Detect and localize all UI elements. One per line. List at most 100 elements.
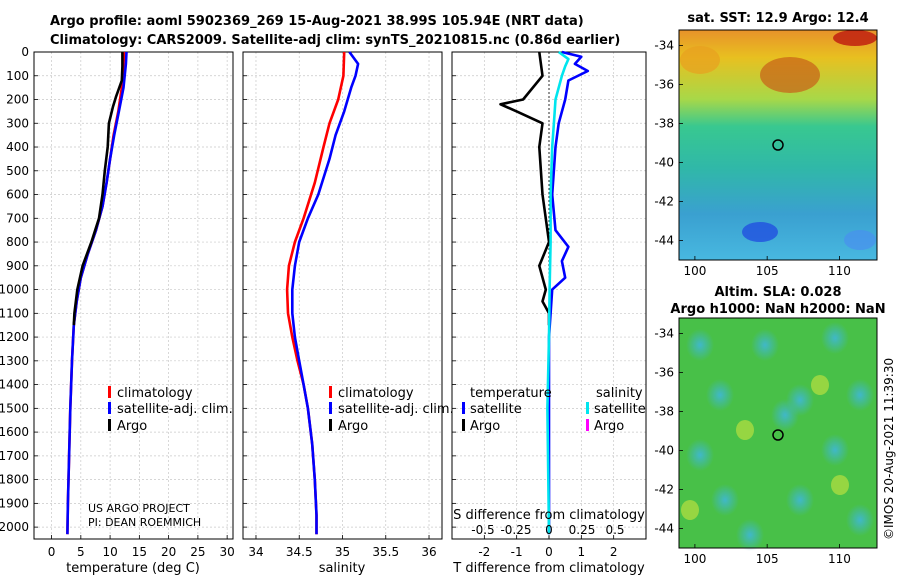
map-x-tick-label: 105 [756, 264, 779, 278]
x-tick-label: 15 [132, 545, 147, 559]
sst-warm-patch [760, 57, 820, 93]
legend-label-satellite: satellite-adj. clim. [338, 402, 454, 417]
legend-swatch-argo [329, 419, 332, 431]
legend-swatch-t-argo [462, 419, 465, 431]
legend-header-temperature: temperature [470, 386, 552, 401]
sla-eddy [751, 329, 779, 361]
map-y-tick-label: -44 [654, 522, 674, 536]
map-y-tick-label: -36 [654, 366, 674, 380]
legend-label-argo: Argo [117, 419, 147, 434]
legend-label-climatology: climatology [117, 386, 193, 401]
depth-tick-label: 800 [6, 235, 29, 249]
map-y-tick-label: -40 [654, 444, 674, 458]
sst-cold-patch [844, 230, 876, 250]
pi-label: PI: DEAN ROEMMICH [88, 516, 201, 529]
sla-eddy [706, 379, 734, 411]
sst-map-title: sat. SST: 12.9 Argo: 12.4 [687, 11, 868, 26]
x-tick-label: 34 [248, 545, 263, 559]
figure-title-line2: Climatology: CARS2009. Satellite-adj cli… [50, 33, 621, 48]
sla-eddy [736, 519, 764, 551]
project-label: US ARGO PROJECT [88, 502, 190, 515]
legend-header-salinity: salinity [596, 386, 643, 401]
series-line-s-satellite [546, 50, 570, 535]
x-tick-label: 1 [578, 545, 586, 559]
map-y-tick-label: -36 [654, 78, 674, 92]
credit-label: ©IMOS 20-Aug-2021 11:39:30 [882, 358, 896, 540]
depth-tick-label: 1200 [0, 330, 29, 344]
sla-eddy [771, 399, 799, 431]
difference-s-ticklabels: -0.5 -0.25 0 0.25 0.5 [471, 523, 624, 537]
depth-tick-label: 200 [6, 93, 29, 107]
x-tick-label: 20 [161, 545, 176, 559]
legend-label-argo: Argo [338, 419, 368, 434]
sla-eddy [821, 434, 849, 466]
legend-label-satellite: satellite-adj. clim. [117, 402, 233, 417]
x-tick-label: 0 [48, 545, 56, 559]
x-tick-label: 35.5 [372, 545, 399, 559]
series-line-satellite-adj-clim [290, 51, 360, 535]
sla-argo-marker [772, 429, 784, 441]
depth-tick-label: 500 [6, 164, 29, 178]
sla-eddy [846, 379, 874, 411]
map-y-tick-label: -38 [654, 405, 674, 419]
sla-eddy [711, 484, 739, 516]
s-tick-label: -0.5 [471, 523, 494, 537]
temperature-panel: 0100200300400500600700800900100011001200… [0, 45, 235, 576]
legend-swatch-satellite [108, 402, 111, 414]
x-tick-label: 10 [102, 545, 117, 559]
depth-tick-label: 2000 [0, 520, 29, 534]
legend-swatch-t-satellite [462, 402, 465, 414]
sla-high [736, 420, 754, 440]
map-y-tick-label: -42 [654, 195, 674, 209]
x-tick-label: 2 [610, 545, 618, 559]
series-line-t-argo [499, 51, 551, 326]
difference-legend: temperature salinity satellite Argo sate… [462, 386, 646, 434]
sla-field [679, 318, 877, 548]
legend-label-s-argo: Argo [594, 419, 624, 434]
sla-high [811, 375, 829, 395]
legend-swatch-s-satellite [586, 402, 589, 414]
depth-tick-label: 300 [6, 116, 29, 130]
sst-map: sat. SST: 12.9 Argo: 12.4 100 105 110 -34 -3… [654, 11, 878, 278]
x-tick-label: 30 [220, 545, 235, 559]
sla-map-title1: Altim. SLA: 0.028 [715, 285, 842, 300]
legend-label-climatology: climatology [338, 386, 414, 401]
sla-map-frame [678, 317, 878, 549]
s-tick-label: -0.25 [500, 523, 531, 537]
map-x-tick-label: 105 [756, 552, 779, 566]
x-tick-label: 0 [545, 545, 553, 559]
depth-tick-label: 1300 [0, 354, 29, 368]
map-x-tick-label: 100 [683, 552, 706, 566]
difference-xlabel: T difference from climatology [452, 561, 645, 576]
x-tick-label: 25 [190, 545, 205, 559]
sla-eddy [686, 329, 714, 361]
depth-tick-label: 0 [21, 45, 29, 59]
depth-tick-label: 900 [6, 259, 29, 273]
difference-panel: -2 -1 0 1 2 T difference from climatology S … [451, 50, 647, 576]
series-line-argo [72, 52, 124, 326]
x-tick-label: 35 [335, 545, 350, 559]
depth-tick-label: 1800 [0, 473, 29, 487]
map-y-tick-label: -44 [654, 234, 674, 248]
legend-swatch-s-argo [586, 419, 589, 431]
sla-high [831, 475, 849, 495]
salinity-legend: climatology satellite-adj. clim. Argo [329, 386, 454, 434]
sst-map-frame [678, 29, 878, 261]
legend-swatch-climatology [108, 386, 111, 398]
depth-tick-label: 100 [6, 69, 29, 83]
depth-tick-label: 1700 [0, 449, 29, 463]
sla-map-title2: Argo h1000: NaN h2000: NaN [670, 302, 885, 317]
depth-tick-label: 400 [6, 140, 29, 154]
sla-eddy [821, 322, 849, 354]
legend-label-t-satellite: satellite [470, 402, 522, 417]
temperature-xlabel: temperature (deg C) [66, 561, 200, 576]
legend-swatch-satellite [329, 402, 332, 414]
x-tick-label: 36 [421, 545, 436, 559]
x-tick-label: 5 [77, 545, 85, 559]
depth-tick-label: 700 [6, 211, 29, 225]
temperature-axes-frame [33, 51, 234, 540]
map-y-tick-label: -38 [654, 117, 674, 131]
series-line-t-satellite [547, 50, 590, 535]
series-line-climatology [285, 51, 346, 535]
legend-swatch-argo [108, 419, 111, 431]
